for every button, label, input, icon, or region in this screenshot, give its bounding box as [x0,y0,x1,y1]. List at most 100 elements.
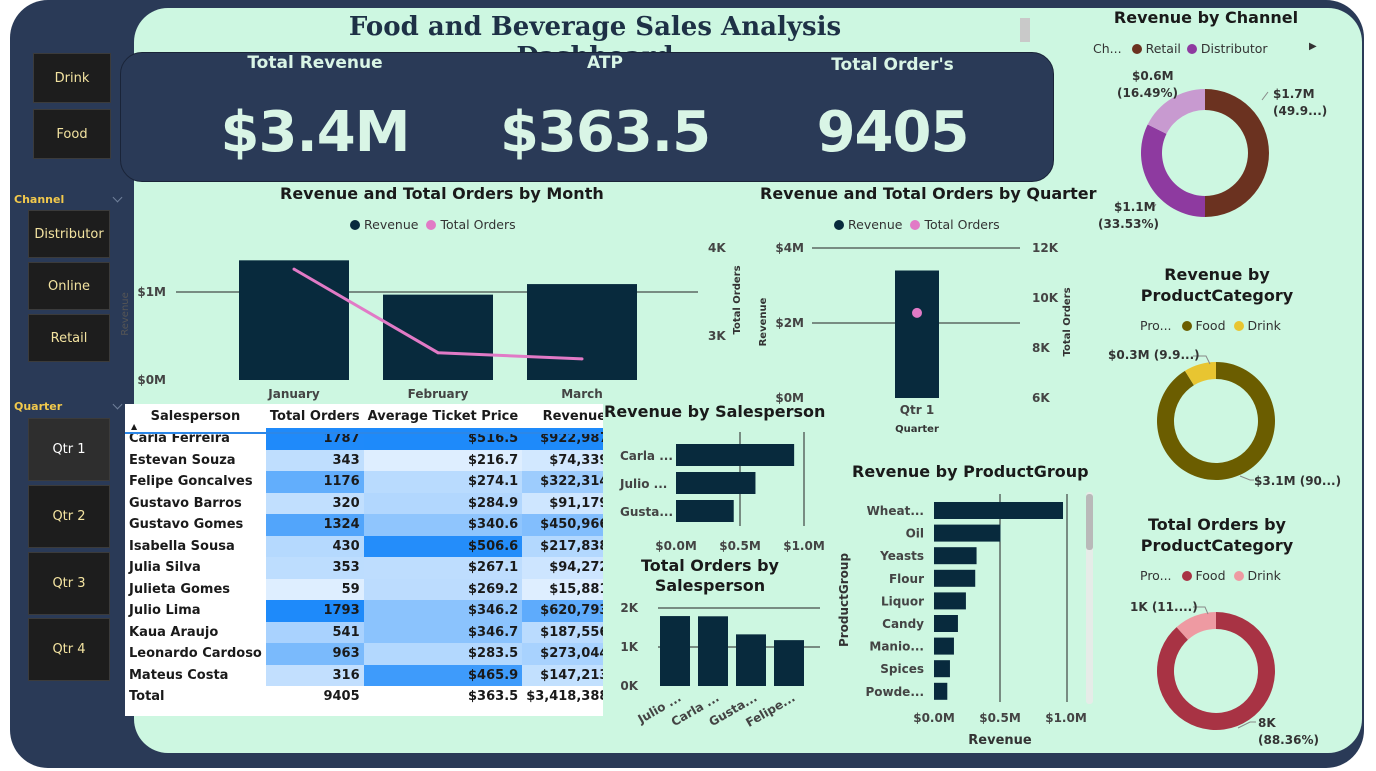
channel-slice-distributor[interactable] [1141,124,1205,217]
legend-drink-label: Drink [1247,318,1281,333]
quarter-orders-point-0[interactable] [912,307,922,318]
orders-sales-bar-0[interactable] [660,616,690,686]
month-orders-point-2[interactable] [580,357,584,361]
col-header-total-orders[interactable]: Total Orders [265,404,364,428]
legend-food-icon [1181,320,1192,331]
prodgroup-chart: ProductGroup Wheat... Oil Yeasts Flour Liquo… [837,492,1093,748]
sort-desc-icon[interactable]: ▲ [131,422,138,431]
prodgroup-y-tick-5: Candy [882,617,924,631]
prodgroup-bar-2[interactable] [934,547,977,565]
month-bar-0[interactable] [239,260,349,380]
prodgroup-bar-4[interactable] [934,592,966,610]
prodgroup-bar-7[interactable] [934,660,950,678]
rev-sales-bar-0[interactable] [676,444,795,466]
col-header-atp[interactable]: Average Ticket Price [363,404,523,428]
prodgroup-y-tick-7: Spices [880,662,924,676]
channel-donut: $1.7M (49.9...) $0.6M (16.49%) $1.1M (33… [1098,69,1327,231]
kpi-total-orders-label: Total Order's [831,55,954,75]
slicer-channel-online[interactable]: Online [28,262,110,310]
channel-slice-online[interactable] [1147,89,1205,134]
orders-sales-y-tick-1: 1K [620,640,638,654]
rev-sales-bar-2[interactable] [676,500,734,522]
legend-drink-orders-label: Drink [1247,568,1281,583]
legend-orders-label: Total Orders [440,217,516,232]
col-header-salesperson[interactable]: Salesperson ▲ [125,404,266,431]
quarter-chart-title: Revenue and Total Orders by Quarter [760,184,1097,203]
prodgroup-bar-0[interactable] [934,502,1064,519]
kpi-atp-value: $363.5 [499,100,711,165]
slicer-quarter-3[interactable]: Qtr 3 [28,552,110,615]
channel-label-online: $0.6M [1132,69,1174,83]
month-y2-tick-1: 4K [708,241,726,255]
cell-atp: $267.1 [363,557,523,579]
prodgroup-y-tick-1: Oil [906,527,924,541]
channel-pct-distributor: (33.53%) [1098,217,1159,231]
total-orders: 9405 [265,686,364,708]
cell-name: Mateus Costa [125,664,266,686]
orders-sales-bar-3[interactable] [774,640,804,686]
slicer-channel-retail[interactable]: Retail [28,314,110,362]
orders-sales-bar-2[interactable] [736,634,766,686]
legend-distributor-icon [1186,43,1197,54]
prodgroup-scrollbar-thumb[interactable] [1086,494,1093,550]
prodgroup-bar-6[interactable] [934,637,954,655]
month-bar-2[interactable] [527,284,637,380]
quarter-bar-0[interactable] [895,270,939,399]
slicer-quarter-1[interactable]: Qtr 1 [28,418,110,481]
legend-revenue-icon [350,219,360,230]
quarter-y2-tick-2: 10K [1032,291,1059,305]
cell-revenue: $322,314.4 [522,471,603,493]
prodgroup-bar-8[interactable] [934,682,948,700]
quarter-y-tick-0: $0M [775,391,804,405]
legend-next-icon[interactable]: ▶ [1309,41,1317,52]
prodgroup-x-tick-2: $1.0M [1045,711,1087,725]
month-orders-point-0[interactable] [292,267,296,271]
slicer-channel-distributor[interactable]: Distributor [28,210,110,258]
channel-leader-retail [1261,91,1269,101]
legend-food-label: Food [1195,318,1226,333]
month-x-tick-2: March [561,387,603,401]
prodgroup-bar-1[interactable] [934,524,1001,542]
cell-orders: 316 [265,664,364,686]
quarter-y-tick-2: $4M [775,241,804,255]
orders-sales-bar-1[interactable] [698,616,728,686]
prodgroup-bar-3[interactable] [934,569,976,587]
rev-sales-bar-1[interactable] [676,472,756,494]
prodcat-orders-slice-drink[interactable] [1176,612,1216,640]
quarter-legend-revenue-icon [834,219,844,230]
prodcat-orders-label-drink: 1K (11....) [1130,600,1198,614]
prodcat-rev-slice-drink[interactable] [1184,362,1216,386]
prodgroup-bar-5[interactable] [934,615,958,632]
slicer-quarter-4[interactable]: Qtr 4 [28,618,110,681]
cell-revenue: $147,213.9 [522,664,603,686]
slicer-type-food[interactable]: Food [33,109,111,159]
month-bar-1[interactable] [383,294,493,380]
slicer-quarter-2[interactable]: Qtr 2 [28,485,110,548]
prodgroup-y-tick-3: Flour [889,572,924,586]
month-orders-point-1[interactable] [436,351,440,355]
prodcat-rev-slice-food[interactable] [1157,362,1275,480]
quarter-y-tick-1: $2M [775,316,804,330]
prodcat-rev-label-food: $3.1M (90...) [1254,474,1341,488]
legend-food-orders-icon [1181,570,1192,581]
month-x-tick-0: January [267,387,320,401]
slicer-type-drink[interactable]: Drink [33,53,111,103]
channel-slice-retail[interactable] [1205,89,1269,217]
col-header-revenue[interactable]: Revenue [522,404,603,428]
kpi-total-revenue-value: $3.4M [220,100,411,165]
month-y-tick-1: $1M [137,285,166,299]
prodcat-orders-slice-food[interactable] [1157,612,1275,730]
cell-atp: $283.5 [363,643,523,665]
cell-name: Isabella Sousa [125,535,266,557]
